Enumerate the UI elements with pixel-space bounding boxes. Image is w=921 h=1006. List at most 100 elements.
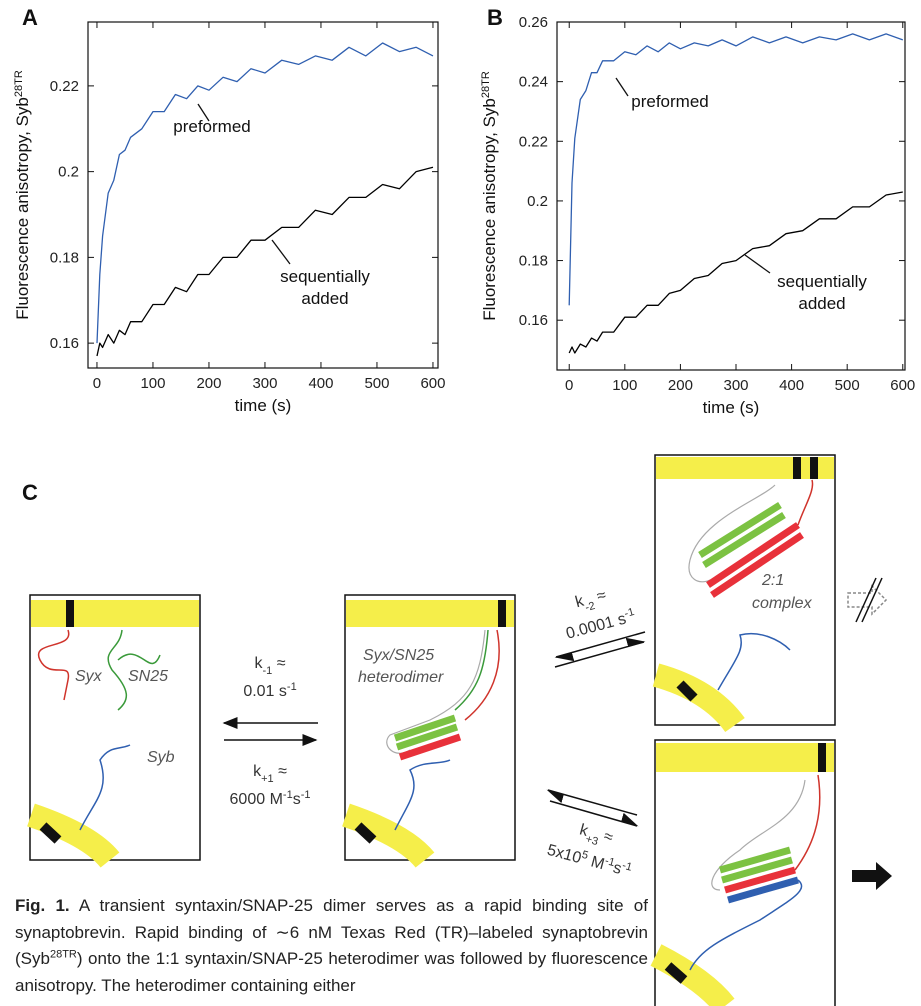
label-sn25: SN25 [128, 668, 168, 685]
box-3: 2:1 complex [652, 454, 836, 733]
y-tick-label: 0.22 [50, 78, 79, 95]
rate-text: -1 [604, 855, 617, 869]
rate-text: -1 [287, 681, 297, 693]
data-line [96, 42, 434, 344]
leader-line [197, 103, 210, 122]
annotation: sequentially [280, 267, 370, 286]
rate-text: -1 [301, 789, 311, 801]
rate-label: k-1 ≈ [254, 655, 285, 677]
y-tick-label: 0.2 [527, 193, 548, 210]
plot-frame [87, 21, 439, 369]
rate-label: k+3 ≈ [576, 821, 615, 851]
x-tick-label: 500 [835, 377, 860, 394]
label-syb: Syb [147, 749, 175, 766]
label-heterodimer: heterodimer [358, 669, 444, 686]
y-tick-label: 0.22 [519, 133, 548, 150]
data-line [568, 191, 903, 354]
rate-text: ≈ [274, 763, 287, 780]
x-tick-label: 200 [196, 375, 221, 392]
panel-label: C [22, 480, 38, 505]
y-axis-label-sup: 28TR [480, 71, 492, 98]
x-tick-label: 200 [668, 377, 693, 394]
panel-label: B [487, 5, 503, 30]
label-complex: 2:1 [761, 572, 784, 589]
x-tick-label: 0 [565, 377, 573, 394]
caption-label: Fig. 1. [15, 896, 70, 915]
caption-text: A transient syntaxin/SNAP-25 dimer serve… [15, 896, 648, 968]
x-tick-label: 100 [612, 377, 637, 394]
plot-frame [556, 21, 906, 371]
rate-text: -1 [283, 789, 293, 801]
annotation: added [301, 289, 348, 308]
rate-label: k-2 ≈ [574, 587, 610, 616]
rate-text: +3 [584, 833, 599, 848]
rate-text: 0.01 s [243, 683, 287, 700]
box-4 [650, 739, 836, 1006]
leader-line [271, 239, 291, 265]
label-syx: Syx [75, 668, 103, 685]
label-heterodimer: Syx/SN25 [363, 647, 434, 664]
rate-label: 6000 M-1s-1 [230, 789, 311, 808]
caption-sup: 28TR [49, 948, 77, 961]
rate-text: ≈ [272, 655, 285, 672]
annotation: sequentially [777, 272, 867, 291]
rate-label: k+1 ≈ [253, 763, 287, 785]
y-tick-label: 0.16 [50, 335, 79, 352]
reaction-arrows [222, 577, 892, 890]
y-tick-label: 0.16 [519, 312, 548, 329]
y-axis-label: Fluorescence anisotropy, Syb28TR [13, 70, 32, 320]
rate-text: +1 [261, 773, 274, 785]
x-axis-label: time (s) [703, 398, 760, 417]
caption: Fig. 1. A transient syntaxin/SNAP-25 dim… [15, 893, 648, 999]
y-axis-label: Fluorescence anisotropy, Syb28TR [480, 71, 499, 321]
rate-label: 0.01 s-1 [243, 681, 296, 700]
x-tick-label: 0 [93, 375, 101, 392]
rate-text: 0.0001 s [564, 610, 628, 642]
x-axis-label: time (s) [235, 396, 292, 415]
x-tick-label: 100 [140, 375, 165, 392]
rate-text: k [254, 655, 263, 672]
x-tick-label: 400 [308, 375, 333, 392]
panel-label: A [22, 5, 38, 30]
y-tick-label: 0.18 [50, 249, 79, 266]
data-line [96, 166, 434, 357]
rate-text: -1 [623, 606, 636, 620]
rate-text: ≈ [598, 827, 615, 847]
rate-text: 5x10 [545, 842, 583, 867]
y-tick-label: 0.18 [519, 253, 548, 270]
rate-text: s [293, 791, 301, 808]
box-1: Syx SN25 Syb [27, 594, 201, 868]
rate-text: ≈ [591, 587, 608, 607]
label-complex: complex [752, 595, 813, 612]
x-tick-label: 400 [779, 377, 804, 394]
data-line [568, 33, 904, 306]
leader-line [744, 254, 771, 274]
y-axis-label-text: Fluorescence anisotropy, Syb [13, 97, 32, 320]
x-tick-label: 300 [723, 377, 748, 394]
box-2: Syx/SN25 heterodimer [342, 594, 516, 868]
rate-text: -1 [621, 860, 634, 874]
rate-text: 6000 M [230, 791, 283, 808]
y-axis-label-text: Fluorescence anisotropy, Syb [480, 98, 499, 321]
rate-group: k-2 ≈ 0.0001 s-1 [564, 587, 636, 643]
leader-line [615, 77, 629, 97]
y-axis-label-sup: 28TR [13, 70, 25, 97]
rate-group: k+3 ≈ 5x105 M-1s-1 [545, 821, 634, 877]
rate-text: -2 [584, 600, 597, 614]
y-tick-label: 0.24 [519, 74, 548, 91]
rate-text: M [585, 852, 607, 873]
x-tick-label: 500 [364, 375, 389, 392]
x-tick-label: 600 [420, 375, 445, 392]
x-tick-label: 300 [252, 375, 277, 392]
rate-text: -1 [262, 665, 272, 677]
caption-text: ) onto the 1:1 syntaxin/SNAP-25 heterodi… [15, 949, 648, 995]
rate-text: k [253, 763, 262, 780]
annotation: preformed [173, 117, 250, 136]
x-tick-label: 600 [890, 377, 915, 394]
annotation: added [798, 294, 845, 313]
rate-text: 5 [581, 849, 590, 862]
y-tick-label: 0.26 [519, 14, 548, 31]
y-tick-label: 0.2 [58, 164, 79, 181]
